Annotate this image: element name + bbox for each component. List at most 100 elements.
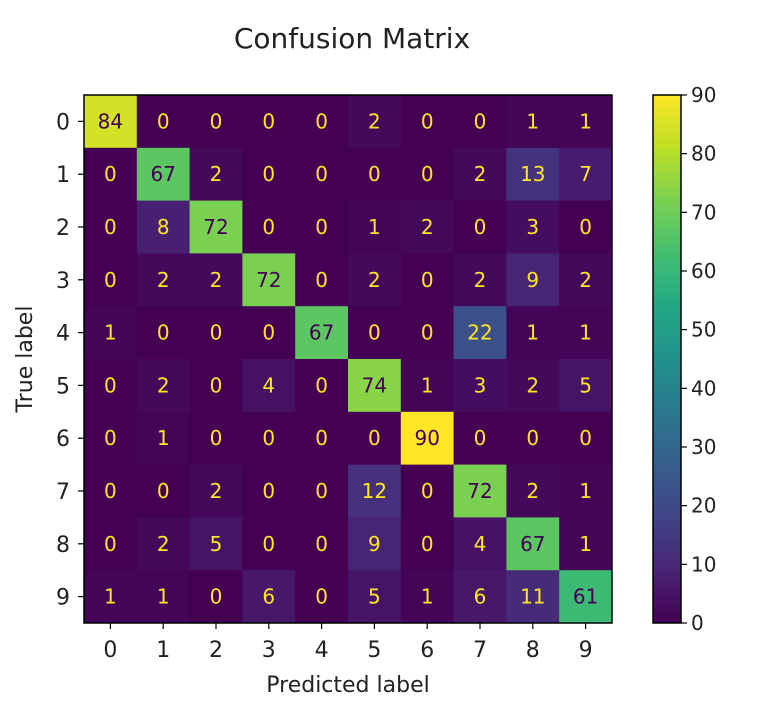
cell-value-label: 9 — [368, 532, 381, 556]
cell-value-label: 0 — [210, 426, 223, 450]
cell-value-label: 1 — [579, 532, 592, 556]
heatmap-cell — [559, 200, 613, 254]
heatmap-cell — [84, 95, 138, 149]
heatmap-cell — [506, 95, 560, 149]
heatmap-cell — [242, 306, 296, 360]
cell-value-label: 1 — [579, 321, 592, 345]
cell-value-label: 0 — [210, 585, 223, 609]
heatmap-cell — [189, 200, 243, 254]
heatmap-cell — [295, 253, 349, 307]
heatmap-cell — [400, 359, 455, 413]
cell-value-label: 5 — [579, 373, 592, 397]
colorbar-tick-label: 70 — [691, 200, 716, 224]
cell-value-label: 0 — [104, 162, 117, 186]
heatmap-cell — [506, 253, 560, 307]
colorbar-tick-label: 50 — [691, 318, 716, 342]
cell-value-label: 72 — [467, 479, 492, 503]
cell-value-label: 0 — [368, 321, 381, 345]
heatmap-cell — [136, 464, 191, 518]
heatmap-cell — [189, 306, 243, 360]
heatmap-cell — [242, 570, 296, 624]
cell-value-label: 0 — [421, 479, 434, 503]
heatmap-cell — [348, 200, 402, 254]
heatmap-cell — [559, 517, 613, 571]
cell-value-label: 0 — [262, 479, 275, 503]
heatmap-cell — [348, 95, 402, 149]
cell-value-label: 0 — [210, 321, 223, 345]
x-axis-label: Predicted label — [266, 673, 429, 698]
cell-value-label: 0 — [104, 532, 117, 556]
cell-value-label: 67 — [309, 321, 334, 345]
cell-value-label: 5 — [210, 532, 223, 556]
heatmap-cell — [400, 411, 455, 466]
heatmap-cell — [559, 306, 613, 360]
colorbar-tick-label: 40 — [691, 376, 716, 400]
y-axis-label: True label — [13, 306, 38, 414]
cell-value-label: 1 — [579, 109, 592, 133]
cell-value-label: 0 — [262, 321, 275, 345]
x-tick-label: 9 — [579, 638, 593, 663]
heatmap-cell — [136, 570, 191, 624]
heatmap-cell — [189, 570, 243, 624]
heatmap-cell — [348, 147, 402, 202]
cell-value-label: 0 — [262, 532, 275, 556]
heatmap-cell — [453, 517, 507, 571]
cell-value-label: 0 — [157, 321, 170, 345]
heatmap-cell — [189, 147, 243, 202]
heatmap-cell — [295, 147, 349, 202]
cell-value-label: 0 — [421, 321, 434, 345]
x-tick-label: 5 — [367, 638, 381, 663]
x-tick-label: 6 — [420, 638, 434, 663]
cell-value-label: 0 — [315, 585, 328, 609]
cell-value-label: 2 — [210, 268, 223, 292]
cell-value-label: 2 — [210, 162, 223, 186]
heatmap-cell — [136, 517, 191, 571]
heatmap-cell — [84, 359, 138, 413]
heatmap-cell — [400, 464, 455, 518]
heatmap-cell — [295, 411, 349, 466]
heatmap-cell — [84, 306, 138, 360]
heatmap-cell — [506, 306, 560, 360]
cell-value-label: 6 — [474, 585, 487, 609]
cell-value-label: 0 — [262, 215, 275, 239]
cell-value-label: 3 — [526, 215, 539, 239]
cell-value-label: 2 — [210, 479, 223, 503]
heatmap-cell — [453, 464, 507, 518]
cell-value-label: 2 — [526, 373, 539, 397]
heatmap-cell — [559, 253, 613, 307]
cell-value-label: 2 — [157, 268, 170, 292]
heatmap-cell — [348, 517, 402, 571]
heatmap-cell — [84, 147, 138, 202]
heatmap-cell — [348, 359, 402, 413]
cell-value-label: 11 — [520, 585, 545, 609]
heatmap-cell — [189, 95, 243, 149]
heatmap-cell — [559, 359, 613, 413]
heatmap-cell — [348, 570, 402, 624]
heatmap-cell — [453, 359, 507, 413]
cell-value-label: 67 — [150, 162, 175, 186]
cell-value-label: 0 — [315, 215, 328, 239]
cell-value-label: 0 — [368, 162, 381, 186]
cell-value-label: 0 — [104, 479, 117, 503]
cell-value-label: 4 — [262, 373, 275, 397]
cell-value-label: 1 — [104, 321, 117, 345]
heatmap-cell — [136, 95, 191, 149]
cell-value-label: 13 — [520, 162, 545, 186]
heatmap-cell — [506, 464, 560, 518]
heatmap-cell — [348, 464, 402, 518]
cell-value-label: 2 — [474, 162, 487, 186]
cell-value-label: 3 — [474, 373, 487, 397]
y-tick-label: 2 — [56, 216, 70, 241]
x-tick-label: 1 — [156, 638, 170, 663]
cell-value-label: 0 — [421, 532, 434, 556]
heatmap-cell — [84, 464, 138, 518]
heatmap-cell — [242, 517, 296, 571]
cell-value-label: 61 — [573, 585, 598, 609]
heatmap-cell — [295, 517, 349, 571]
cell-value-label: 2 — [368, 268, 381, 292]
heatmap-cell — [84, 200, 138, 254]
plot-frame — [83, 94, 613, 624]
cell-value-label: 1 — [157, 426, 170, 450]
heatmap-cell — [400, 517, 455, 571]
y-tick-label: 0 — [56, 110, 70, 135]
